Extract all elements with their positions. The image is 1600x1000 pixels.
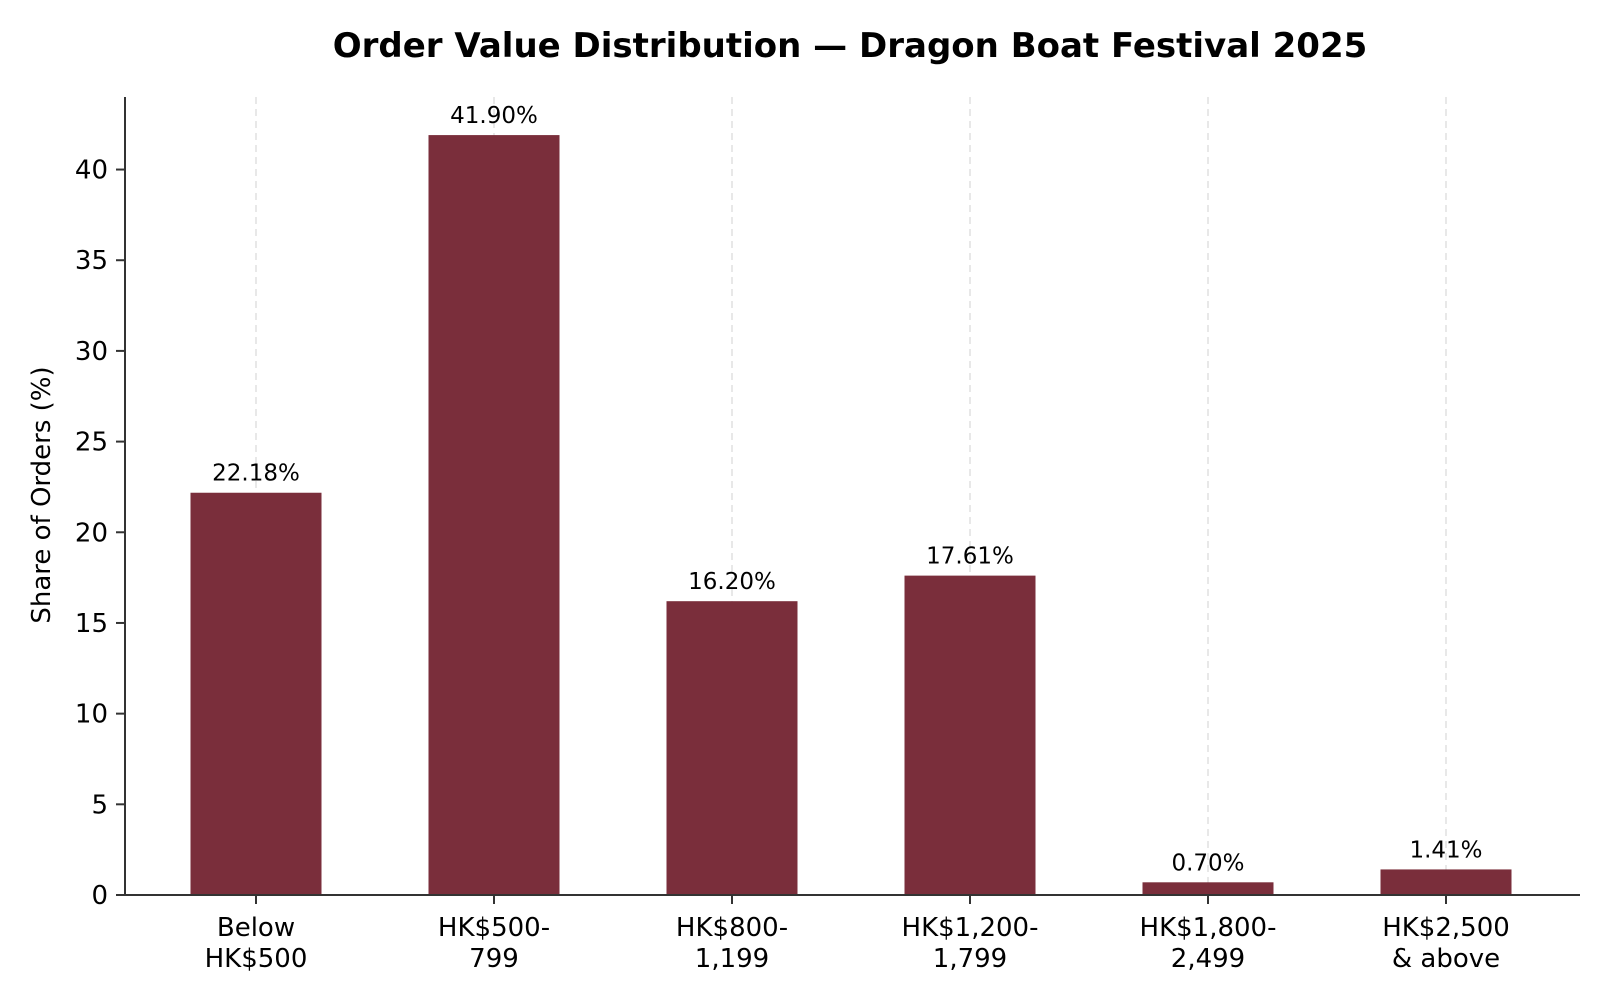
x-tick-label: HK$1,200-1,799 <box>902 913 1039 974</box>
x-tick-label-line: & above <box>1392 944 1500 974</box>
x-tick-label-line: HK$500- <box>438 913 550 943</box>
data-label: 16.20% <box>688 569 776 595</box>
bar <box>1142 882 1274 895</box>
y-tick-label: 30 <box>75 337 108 367</box>
bar <box>904 575 1036 895</box>
data-label: 41.90% <box>450 103 538 129</box>
bar <box>1380 869 1512 895</box>
x-tick-label-line: 1,199 <box>695 944 769 974</box>
y-tick-label: 0 <box>91 881 108 911</box>
bar <box>666 601 798 895</box>
x-tick-label-line: HK$1,200- <box>902 913 1039 943</box>
x-tick-label: HK$500-799 <box>438 913 550 974</box>
x-tick-label-line: 799 <box>469 944 519 974</box>
bars <box>190 135 1512 895</box>
data-label: 17.61% <box>926 544 1014 570</box>
x-tick-label-line: HK$1,800- <box>1140 913 1277 943</box>
x-tick-label-line: 1,799 <box>933 944 1007 974</box>
data-label: 1.41% <box>1409 837 1482 863</box>
x-tick-label: HK$800-1,199 <box>676 913 788 974</box>
y-tick-label: 5 <box>91 790 108 820</box>
y-tick-label: 35 <box>75 246 108 276</box>
bar <box>428 135 560 895</box>
x-tick-label-line: HK$500 <box>205 944 308 974</box>
data-label: 0.70% <box>1171 850 1244 876</box>
bar <box>190 492 322 895</box>
y-tick-label: 15 <box>75 609 108 639</box>
x-tick-label-line: HK$2,500 <box>1382 913 1510 943</box>
x-tick-label-line: HK$800- <box>676 913 788 943</box>
y-tick-label: 10 <box>75 700 108 730</box>
y-axis-label: Share of Orders (%) <box>27 366 57 623</box>
chart-title: Order Value Distribution — Dragon Boat F… <box>333 26 1368 66</box>
y-tick-label: 20 <box>75 518 108 548</box>
x-tick-label-line: 2,499 <box>1171 944 1245 974</box>
labels: 22.18% 41.90% 16.20% 17.61% 0.70% 1.41% 0 5 10 15… <box>75 103 1510 974</box>
x-tick-label: HK$1,800-2,499 <box>1140 913 1277 974</box>
y-tick-label: 25 <box>75 428 108 458</box>
y-tick-label: 40 <box>75 156 108 186</box>
x-tick-label: HK$2,500 & above <box>1382 913 1510 974</box>
data-label: 22.18% <box>212 461 300 487</box>
x-tick-label: Below HK$500 <box>205 913 308 974</box>
axes <box>116 97 1580 904</box>
x-tick-label-line: Below <box>217 913 295 943</box>
